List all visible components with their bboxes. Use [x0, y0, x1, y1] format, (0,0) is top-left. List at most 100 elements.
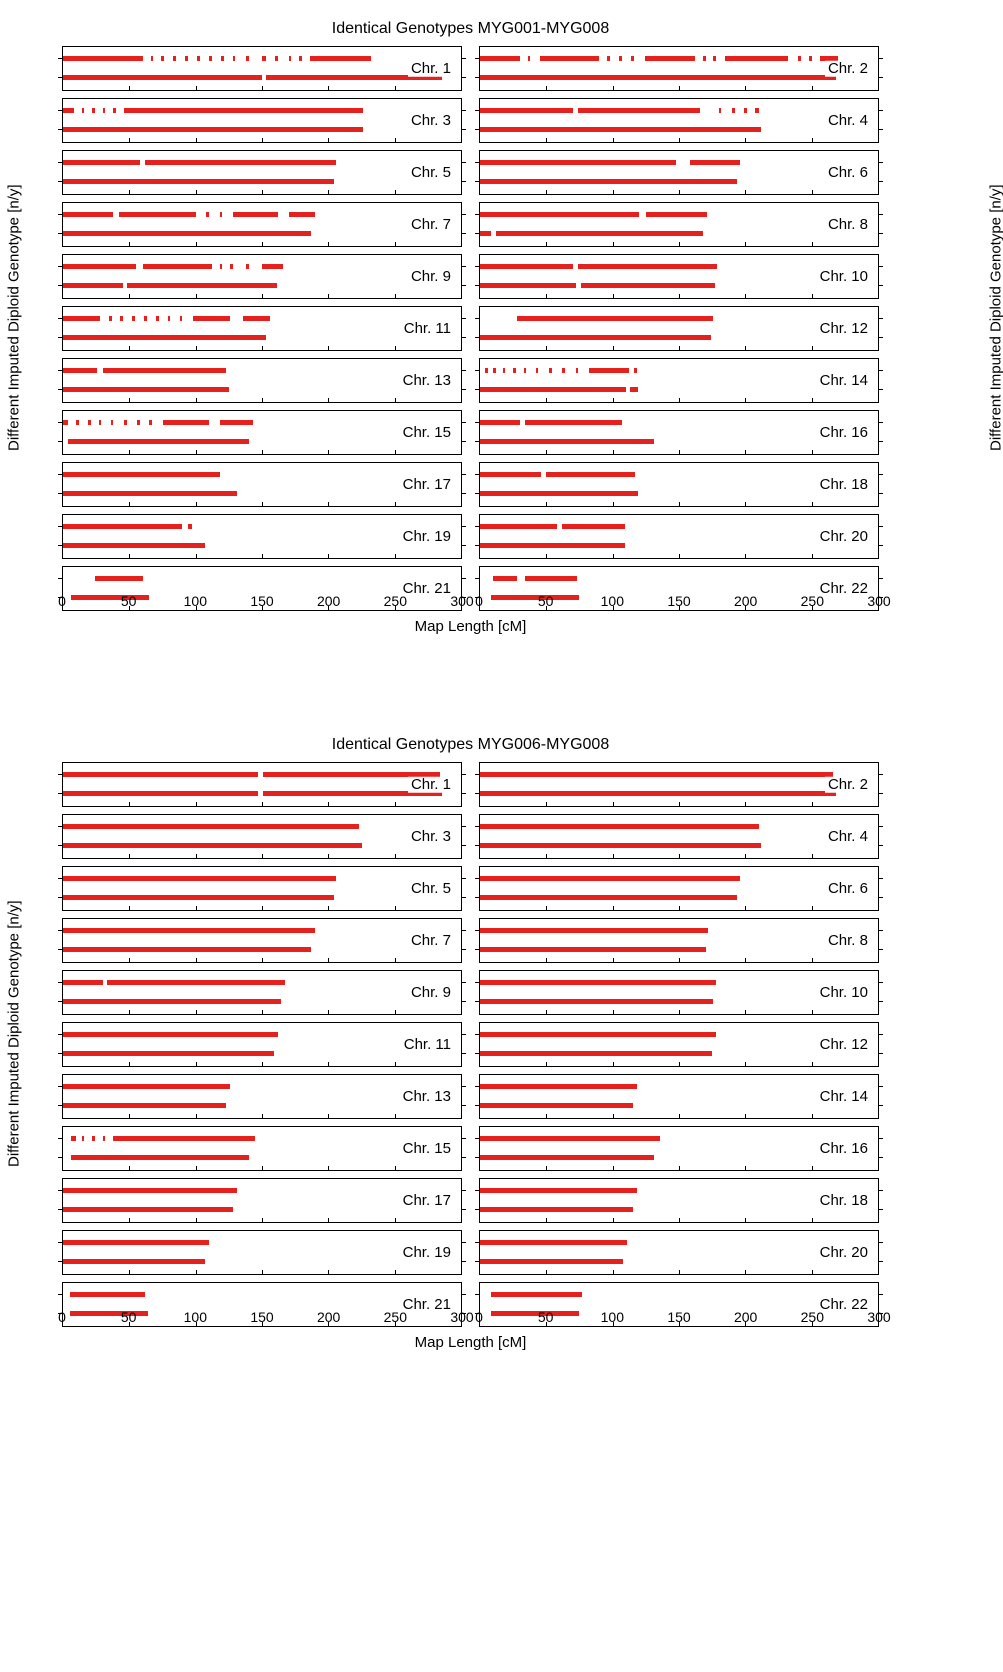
y-tick-mark [879, 214, 883, 215]
genotype-segment [179, 316, 183, 321]
x-tick-mark [195, 802, 197, 806]
x-axis-ticks: 0 50 100 150 200 250 300 0 50 100 150 200 250 300 [58, 593, 891, 611]
x-tick-mark [328, 554, 330, 558]
y-tick-mark [879, 1313, 883, 1314]
genotype-segment [527, 56, 531, 61]
genotype-segment [63, 108, 74, 113]
x-tick-label: 300 [867, 1309, 891, 1325]
x-tick-mark [546, 450, 548, 454]
y-tick-mark [58, 1001, 62, 1002]
subplot-chr-11: Chr. 11 [58, 306, 466, 351]
y-tick-mark [475, 77, 479, 78]
genotype-segment [275, 56, 278, 61]
x-tick-mark [262, 906, 263, 910]
y-tick-mark [58, 441, 62, 442]
x-tick-label: 0 [475, 593, 483, 609]
figure-title: Identical Genotypes MYG006-MYG008 [331, 736, 610, 753]
x-tick-mark [679, 854, 680, 858]
x-tick-mark [679, 138, 680, 142]
y-tick-mark [462, 793, 466, 794]
genotype-segment [113, 108, 117, 113]
x-tick-mark [394, 802, 396, 806]
chromosome-label: Chr. 11 [400, 320, 454, 337]
subplot-chr-1: Chr. 1 [58, 46, 466, 91]
genotype-segment [63, 876, 337, 881]
genotype-segment [63, 283, 123, 288]
x-tick-label: 200 [316, 593, 341, 609]
x-tick-mark [745, 398, 747, 402]
x-tick-mark [328, 294, 330, 298]
x-tick-label: 150 [250, 1309, 274, 1325]
y-tick-mark [879, 493, 883, 494]
x-tick-mark [546, 554, 548, 558]
y-tick-mark [475, 949, 479, 950]
x-tick-label: 300 [450, 593, 474, 609]
y-tick-mark [879, 266, 883, 267]
x-tick-mark [546, 802, 548, 806]
x-tick-mark [745, 958, 747, 962]
x-tick-mark [195, 294, 197, 298]
y-tick-mark [58, 1034, 62, 1035]
x-tick-label: 300 [867, 593, 891, 609]
y-tick-mark [462, 949, 466, 950]
subplot-chr-18: Chr. 18 [475, 462, 883, 507]
y-tick-mark [58, 318, 62, 319]
genotype-segment [94, 576, 143, 581]
x-tick-mark [745, 802, 747, 806]
x-tick-mark [129, 86, 131, 90]
x-tick-label: 100 [183, 593, 208, 609]
genotype-segment [92, 1136, 95, 1141]
genotype-segment [124, 108, 363, 113]
genotype-segment [63, 543, 205, 548]
y-tick-mark [475, 318, 479, 319]
genotype-segment [63, 75, 262, 80]
genotype-segment [480, 928, 709, 933]
x-tick-label: 50 [537, 593, 554, 609]
x-tick-mark [612, 242, 614, 246]
x-tick-mark [394, 854, 396, 858]
y-tick-mark [58, 1294, 62, 1295]
x-tick-mark [811, 294, 813, 298]
chromosome-label: Chr. 3 [407, 112, 454, 129]
x-tick-mark [129, 294, 131, 298]
genotype-segment [243, 316, 270, 321]
x-tick-mark [745, 854, 747, 858]
x-tick-mark [612, 450, 614, 454]
subplot-chr-8: Chr. 8 [475, 918, 883, 963]
y-tick-mark [462, 129, 466, 130]
x-tick-mark [129, 398, 131, 402]
x-tick-mark [811, 502, 813, 506]
x-tick-mark [195, 398, 197, 402]
y-tick-mark [879, 1053, 883, 1054]
chromosome-label: Chr. 15 [399, 424, 454, 441]
subplot-chr-4: Chr. 4 [475, 814, 883, 859]
figure-myg001-myg008: Identical Genotypes MYG001-MYG008 Differ… [0, 0, 1003, 660]
chromosome-label: Chr. 11 [400, 1036, 454, 1053]
x-tick-mark [195, 606, 197, 610]
x-tick-mark [811, 606, 813, 610]
y-tick-mark [58, 493, 62, 494]
genotype-segment [578, 264, 718, 269]
x-tick-mark [745, 1114, 747, 1118]
chromosome-label: Chr. 2 [824, 60, 871, 77]
x-tick-label: 200 [316, 1309, 341, 1325]
genotype-segment [63, 472, 220, 477]
y-tick-mark [475, 493, 479, 494]
y-tick-mark [475, 1105, 479, 1106]
x-tick-mark [811, 242, 813, 246]
x-tick-mark [546, 606, 548, 610]
chromosome-label: Chr. 14 [816, 1088, 871, 1105]
x-tick-mark [195, 1270, 197, 1274]
y-tick-mark [879, 1105, 883, 1106]
genotype-segment [63, 387, 229, 392]
x-tick-mark [679, 242, 680, 246]
x-tick-mark [195, 86, 197, 90]
y-tick-mark [879, 545, 883, 546]
genotype-segment [525, 576, 577, 581]
x-tick-mark [679, 1270, 680, 1274]
x-tick-mark [745, 346, 747, 350]
x-tick-mark [811, 802, 813, 806]
x-tick-mark [546, 958, 548, 962]
x-tick-mark [328, 1166, 330, 1170]
x-tick-mark [679, 190, 680, 194]
